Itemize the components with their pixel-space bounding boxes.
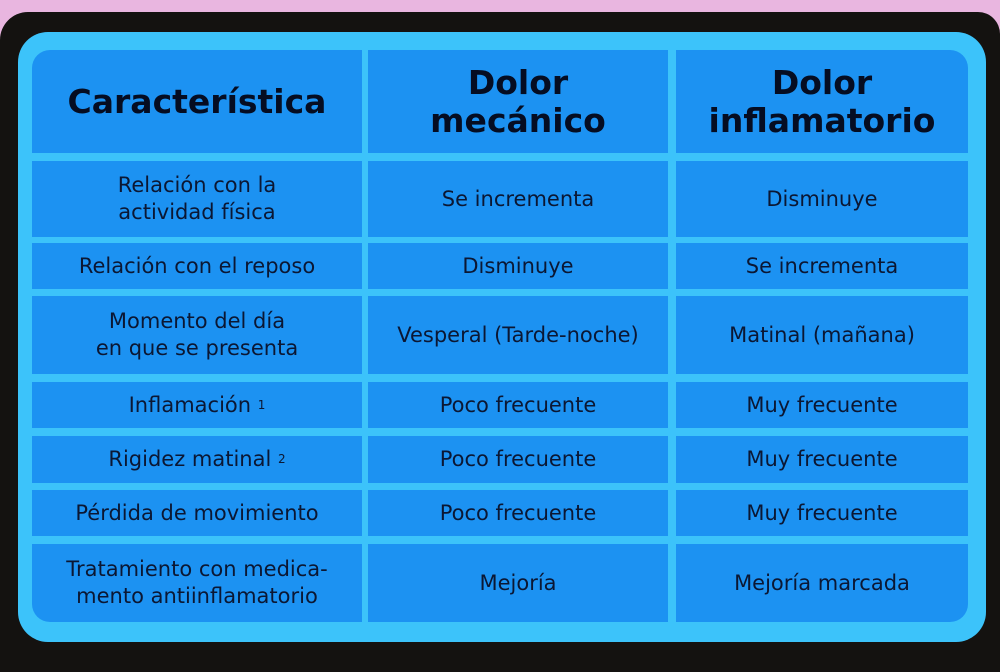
cell-text: Muy frecuente (746, 392, 898, 417)
inflammatory-pain-cell: Mejoría marcada (676, 544, 968, 622)
inflammatory-pain-cell: Disminuye (676, 161, 968, 237)
cell-text: Poco frecuente (439, 392, 597, 417)
cell-text: Momento del día en que se presenta (95, 309, 299, 360)
header-cell: Dolor inflamatorio (676, 50, 968, 153)
mechanical-pain-cell: Vesperal (Tarde-noche) (368, 296, 668, 374)
cell-text: Relación con el reposo (78, 253, 316, 278)
cell-text: Poco frecuente (439, 447, 597, 471)
inflammatory-pain-cell: Muy frecuente (676, 382, 968, 428)
feature-cell: Rigidez matinal 2 (32, 436, 362, 483)
mechanical-pain-cell: Disminuye (368, 243, 668, 289)
footnote-marker: 1 (257, 397, 266, 412)
cell-text: Tratamiento con medica- mento antiinflam… (66, 557, 328, 608)
mechanical-pain-cell: Poco frecuente (368, 382, 668, 428)
cell-text: Se incrementa (441, 186, 595, 211)
cell-text: Muy frecuente (746, 447, 898, 471)
feature-cell: Momento del día en que se presenta (32, 296, 362, 374)
cell-text: Disminuye (462, 253, 574, 278)
feature-cell: Inflamación 1 (32, 382, 362, 428)
inflammatory-pain-cell: Matinal (mañana) (676, 296, 968, 374)
cell-text: Mejoría (479, 570, 557, 595)
header-cell: Dolor mecánico (368, 50, 668, 153)
header-cell: Característica (32, 50, 362, 153)
cell-text: Muy frecuente (746, 500, 898, 525)
feature-cell: Pérdida de movimiento (32, 490, 362, 536)
feature-cell: Tratamiento con medica- mento antiinflam… (32, 544, 362, 622)
mechanical-pain-cell: Poco frecuente (368, 490, 668, 536)
footnote-marker: 2 (278, 452, 286, 466)
feature-cell: Relación con la actividad física (32, 161, 362, 237)
cell-text: Matinal (mañana) (729, 322, 915, 347)
cell-text: Relación con la actividad física (117, 173, 277, 224)
mechanical-pain-cell: Mejoría (368, 544, 668, 622)
inflammatory-pain-cell: Muy frecuente (676, 490, 968, 536)
cell-text: Mejoría marcada (734, 570, 910, 595)
mechanical-pain-cell: Se incrementa (368, 161, 668, 237)
cell-text: Vesperal (Tarde-noche) (397, 322, 639, 347)
cell-text: Pérdida de movimiento (75, 500, 319, 525)
inflammatory-pain-cell: Muy frecuente (676, 436, 968, 483)
mechanical-pain-cell: Poco frecuente (368, 436, 668, 483)
cell-text: Se incrementa (745, 253, 899, 278)
inflammatory-pain-cell: Se incrementa (676, 243, 968, 289)
feature-cell: Relación con el reposo (32, 243, 362, 289)
cell-text: Poco frecuente (439, 500, 597, 525)
cell-text: Disminuye (766, 186, 878, 211)
cell-text: Rigidez matinal (108, 447, 272, 471)
cell-text: Inflamación (128, 392, 252, 417)
